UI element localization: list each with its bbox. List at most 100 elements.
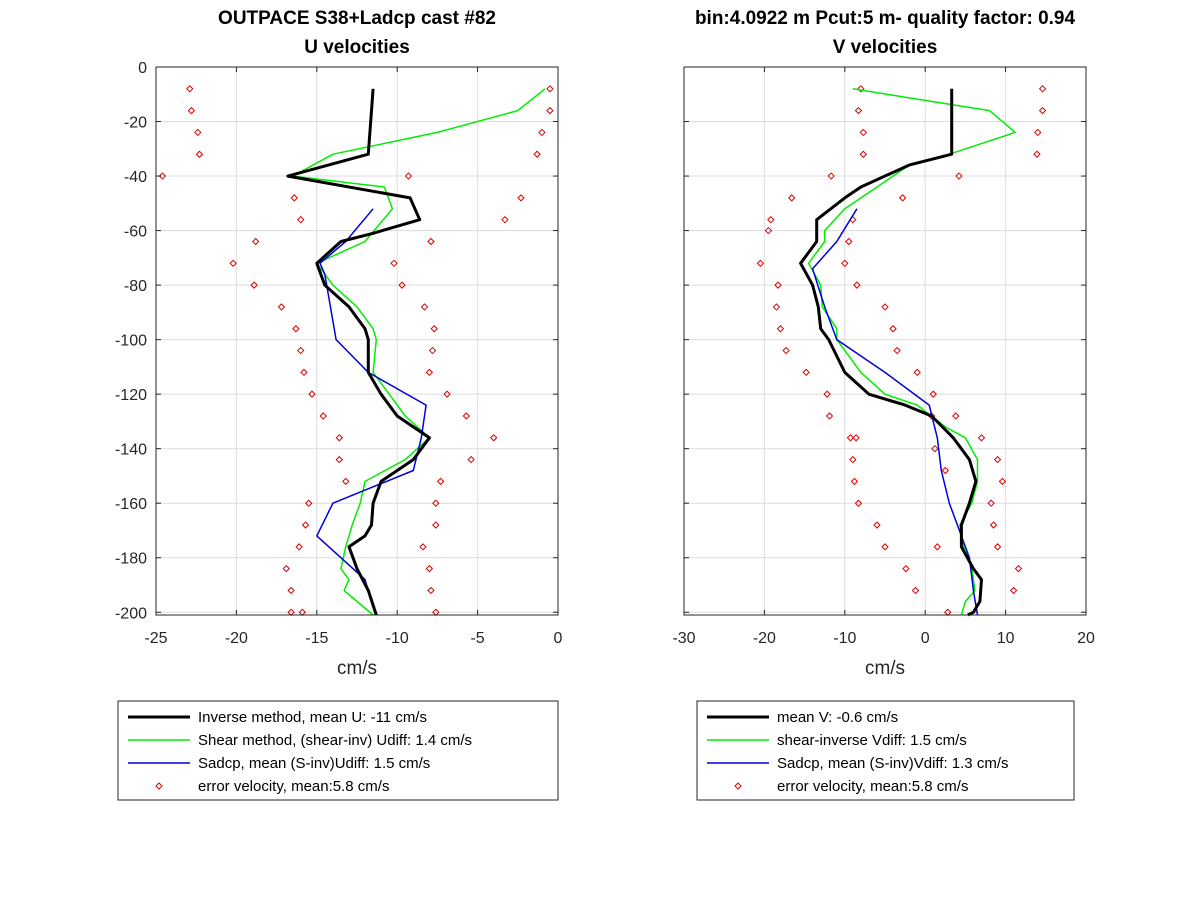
- v-x-tick-label: -10: [833, 630, 856, 647]
- v-error-velocity-point: [845, 237, 853, 246]
- v-error-velocity-point: [850, 477, 859, 486]
- v-error-velocity-point: [846, 434, 855, 442]
- u-error-velocity-point: [467, 455, 475, 464]
- v-error-velocity-point: [859, 128, 867, 137]
- v-error-velocity-point: [827, 172, 835, 180]
- u-error-velocity-point: [443, 390, 451, 398]
- v-error-velocity-point: [881, 543, 889, 551]
- v-error-velocity-point: [788, 194, 796, 202]
- u-series-layer: [158, 85, 554, 616]
- v-error-velocity-point: [774, 281, 782, 289]
- u-error-velocity-point: [425, 368, 434, 377]
- v-legend: mean V: -0.6 cm/s shear-inverse Vdiff: 1.…: [696, 700, 1075, 801]
- v-plot-frame: [683, 66, 1087, 616]
- v-error-velocity-point: [823, 390, 831, 398]
- u-chart-subtitle: U velocities: [304, 37, 410, 58]
- v-error-velocity-point: [852, 434, 860, 442]
- v-ticks: -30 -20 -10 0 10 20: [672, 66, 1095, 647]
- v-error-velocity-point: [987, 499, 995, 507]
- v-error-velocity-point: [889, 325, 897, 333]
- v-x-tick-label: 20: [1077, 630, 1095, 647]
- u-y-tick-label: -200: [115, 605, 147, 622]
- u-shear-series-line: [291, 88, 546, 616]
- u-error-velocity-point: [462, 412, 471, 420]
- u-error-velocity-point: [186, 85, 194, 93]
- u-error-velocity-point: [287, 586, 295, 595]
- v-gridlines: [684, 67, 1086, 615]
- v-error-velocity-point: [1034, 128, 1042, 137]
- v-plot-area: [684, 67, 1086, 615]
- u-error-velocity-point: [308, 390, 316, 398]
- u-error-velocity-point: [430, 325, 438, 333]
- u-x-tick-label: -5: [470, 630, 484, 647]
- u-y-tick-label: -20: [124, 115, 147, 132]
- u-error-velocity-point: [427, 237, 435, 246]
- u-error-velocity-point: [398, 281, 406, 289]
- u-error-velocity-point: [297, 215, 305, 224]
- v-error-velocity-point: [931, 444, 939, 453]
- u-error-velocity-point: [420, 303, 429, 311]
- u-error-velocity-point: [292, 325, 300, 333]
- u-error-velocity-point: [194, 128, 202, 137]
- v-x-tick-label: 10: [997, 630, 1015, 647]
- v-error-velocity-point: [857, 85, 865, 93]
- v-error-velocity-point: [841, 259, 849, 268]
- v-x-tick-label: -20: [753, 630, 776, 647]
- v-error-velocity-point: [1038, 106, 1047, 115]
- v-legend-label: shear-inverse Vdiff: 1.5 cm/s: [777, 732, 967, 749]
- v-error-velocity-point: [998, 477, 1007, 486]
- u-error-velocity-point: [295, 543, 303, 551]
- v-x-axis-label: cm/s: [865, 658, 905, 679]
- v-error-velocity-point: [853, 281, 861, 289]
- u-x-tick-label: -10: [386, 630, 409, 647]
- u-legend-box: [117, 700, 559, 801]
- v-error-velocity-point: [933, 543, 941, 551]
- v-error-velocity-point: [955, 172, 963, 180]
- v-inverse-series-line: [799, 88, 983, 617]
- v-chart-title: bin:4.0922 m Pcut:5 m- quality factor: 0…: [695, 8, 1076, 29]
- v-sadcp-series-line: [811, 208, 979, 616]
- v-error-velocity-point: [1009, 586, 1018, 595]
- v-error-velocity-point: [898, 194, 907, 202]
- u-error-velocity-point: [158, 172, 167, 180]
- u-error-velocity-point: [305, 499, 313, 507]
- u-x-axis-label: cm/s: [337, 658, 377, 679]
- u-ticks: -25 -20 -15 -10 -5 0 0 -20 -40 -60 -80 -100 -120 -140…: [115, 60, 563, 647]
- v-error-velocity-point: [764, 226, 773, 235]
- u-error-velocity-point: [501, 215, 509, 224]
- u-error-velocity-point: [432, 499, 440, 507]
- v-error-velocity-point: [1038, 85, 1047, 93]
- u-x-tick-label: -25: [144, 630, 167, 647]
- v-error-velocity-point: [854, 499, 863, 507]
- v-error-velocity-point: [859, 150, 867, 158]
- u-legend-label: Sadcp, mean (S-inv)Udiff: 1.5 cm/s: [198, 755, 430, 772]
- u-y-tick-label: -100: [115, 333, 147, 350]
- u-legend: Inverse method, mean U: -11 cm/s Shear me…: [117, 700, 559, 801]
- u-error-velocity-point: [250, 281, 258, 289]
- u-velocity-axes: OUTPACE S38+Ladcp cast #82 U velocities …: [115, 8, 563, 679]
- v-error-velocity-point: [776, 325, 785, 333]
- v-error-velocity-point: [767, 215, 775, 224]
- u-error-velocity-point: [277, 303, 286, 311]
- v-error-velocity-point: [989, 521, 998, 529]
- u-error-velocity-point: [546, 85, 554, 93]
- u-error-velocity-point: [335, 455, 344, 464]
- v-error-velocity-point: [802, 368, 810, 377]
- v-error-velocity-point: [849, 455, 857, 464]
- v-error-velocity-point: [902, 564, 910, 573]
- u-error-velocity-point: [390, 259, 398, 268]
- u-error-velocity-point: [282, 564, 290, 573]
- u-sadcp-series-line: [316, 208, 427, 602]
- u-error-velocity-point: [517, 194, 525, 202]
- u-x-tick-label: -20: [225, 630, 248, 647]
- u-error-velocity-point: [546, 106, 554, 115]
- u-error-velocity-point: [297, 346, 305, 355]
- u-error-velocity-point: [436, 477, 445, 486]
- v-error-velocity-point: [993, 543, 1002, 551]
- u-legend-label: Shear method, (shear-inv) Udiff: 1.4 cm/…: [198, 732, 472, 749]
- v-error-velocity-point: [873, 521, 881, 529]
- v-error-velocity-point: [756, 259, 765, 268]
- u-y-tick-label: -120: [115, 387, 147, 404]
- u-error-velocity-point: [290, 194, 298, 202]
- u-inverse-series-line: [286, 88, 431, 616]
